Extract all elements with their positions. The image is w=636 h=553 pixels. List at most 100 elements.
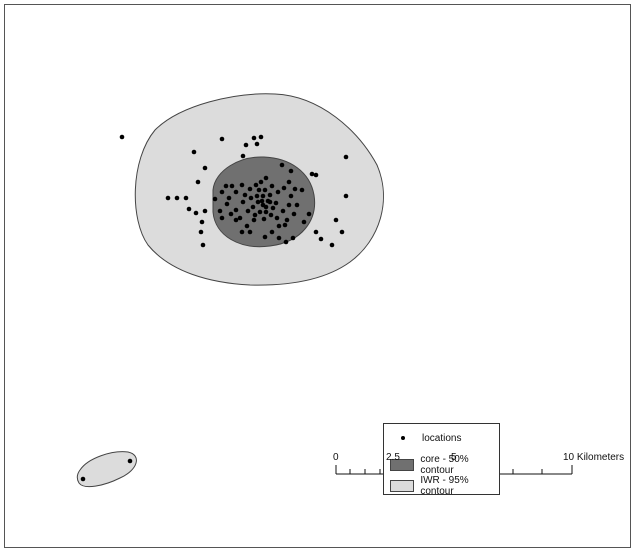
location-point [309, 171, 315, 177]
legend-label: locations [422, 432, 462, 444]
location-point [257, 209, 263, 215]
location-point [306, 211, 312, 217]
location-point [288, 168, 294, 174]
location-point [263, 204, 269, 210]
location-point [286, 179, 292, 185]
location-point [262, 234, 268, 240]
location-point [258, 134, 264, 140]
location-point [198, 229, 204, 235]
location-point [280, 208, 286, 214]
location-point [339, 229, 345, 235]
location-point [248, 195, 254, 201]
location-point [294, 202, 300, 208]
location-point [80, 476, 86, 482]
location-point [275, 189, 281, 195]
location-point [240, 199, 246, 205]
location-point [267, 192, 273, 198]
legend-label: core - 50% contour [420, 454, 469, 476]
location-point [260, 193, 266, 199]
location-point [219, 215, 225, 221]
legend-item-iwr: IWR - 95% contour [390, 475, 499, 497]
point-swatch [401, 436, 405, 440]
location-point [333, 217, 339, 223]
location-point [313, 229, 319, 235]
location-point [224, 201, 230, 207]
location-point [269, 183, 275, 189]
location-point [245, 208, 251, 214]
location-point [200, 242, 206, 248]
location-point [233, 217, 239, 223]
location-point [229, 183, 235, 189]
location-point [219, 136, 225, 142]
location-points-outlier [80, 458, 133, 482]
scale-label-2-5: 2.5 [386, 452, 400, 463]
location-point [165, 195, 171, 201]
location-point [212, 196, 218, 202]
legend-item-core: core - 50% contour [390, 454, 499, 476]
legend-item-locations: locations [390, 432, 461, 444]
location-point [343, 193, 349, 199]
location-point [119, 134, 125, 140]
point-symbol [390, 432, 416, 444]
location-point [244, 223, 250, 229]
location-point [186, 206, 192, 212]
location-point [254, 141, 260, 147]
location-point [251, 217, 257, 223]
location-point [253, 182, 259, 188]
location-point [226, 195, 232, 201]
location-point [268, 212, 274, 218]
location-point [261, 216, 267, 222]
location-point [247, 186, 253, 192]
location-point [273, 200, 279, 206]
map-legend: locations core - 50% contour IWR - 95% c… [383, 423, 500, 497]
location-point [223, 183, 229, 189]
location-point [195, 179, 201, 185]
location-point [292, 186, 298, 192]
location-point [174, 195, 180, 201]
location-point [251, 135, 257, 141]
location-point [270, 205, 276, 211]
location-point [239, 229, 245, 235]
location-point [263, 209, 269, 215]
location-point [262, 187, 268, 193]
location-point [267, 199, 273, 205]
location-point [258, 179, 264, 185]
location-point [219, 189, 225, 195]
location-point [263, 175, 269, 181]
location-point [318, 236, 324, 242]
location-point [283, 239, 289, 245]
location-point [193, 210, 199, 216]
location-point [301, 219, 307, 225]
location-point [183, 195, 189, 201]
location-point [282, 222, 288, 228]
legend-label: IWR - 95% contour [420, 475, 469, 497]
location-point [202, 208, 208, 214]
location-point [233, 189, 239, 195]
iwr-95-contour-small [76, 451, 137, 488]
location-points [119, 134, 349, 248]
location-point [243, 142, 249, 148]
location-point [274, 215, 280, 221]
location-point [247, 229, 253, 235]
scale-label-0: 0 [333, 452, 339, 463]
location-point [250, 204, 256, 210]
location-point [256, 187, 262, 193]
location-point [255, 199, 261, 205]
location-point [199, 219, 205, 225]
core-swatch [390, 459, 415, 471]
location-point [299, 187, 305, 193]
location-point [276, 235, 282, 241]
location-point [240, 153, 246, 159]
location-point [252, 212, 258, 218]
location-point [288, 193, 294, 199]
location-point [233, 207, 239, 213]
location-point [237, 215, 243, 221]
location-point [254, 193, 260, 199]
location-point [290, 235, 296, 241]
location-point [343, 154, 349, 160]
location-point [269, 229, 275, 235]
location-point [291, 211, 297, 217]
location-point [217, 208, 223, 214]
location-point [239, 182, 245, 188]
